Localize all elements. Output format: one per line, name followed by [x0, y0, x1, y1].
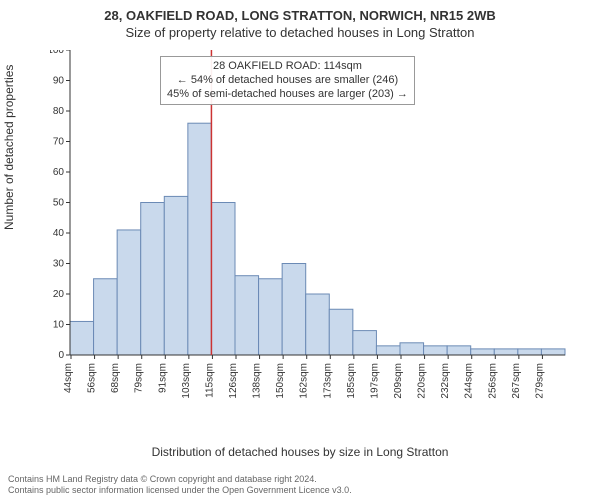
svg-text:79sqm: 79sqm [134, 363, 145, 393]
annotation-line1: 28 OAKFIELD ROAD: 114sqm [167, 60, 408, 74]
svg-text:20: 20 [53, 289, 65, 300]
svg-text:103sqm: 103sqm [181, 363, 192, 399]
svg-text:150sqm: 150sqm [275, 363, 286, 399]
svg-text:10: 10 [53, 320, 65, 331]
svg-text:138sqm: 138sqm [252, 363, 263, 399]
svg-text:162sqm: 162sqm [299, 363, 310, 399]
chart-container: 28, OAKFIELD ROAD, LONG STRATTON, NORWIC… [0, 0, 600, 500]
annotation-line2: ← 54% of detached houses are smaller (24… [167, 74, 408, 88]
footer-attribution: Contains HM Land Registry data © Crown c… [8, 474, 352, 496]
svg-text:185sqm: 185sqm [346, 363, 357, 399]
svg-text:173sqm: 173sqm [322, 363, 333, 399]
svg-text:232sqm: 232sqm [440, 363, 451, 399]
svg-text:40: 40 [53, 228, 65, 239]
svg-text:30: 30 [53, 259, 65, 270]
svg-text:244sqm: 244sqm [464, 363, 475, 399]
footer-line2: Contains public sector information licen… [8, 485, 352, 496]
footer-line1: Contains HM Land Registry data © Crown c… [8, 474, 352, 485]
annotation-box: 28 OAKFIELD ROAD: 114sqm ← 54% of detach… [160, 56, 415, 105]
svg-text:68sqm: 68sqm [110, 363, 121, 393]
svg-text:80: 80 [53, 106, 65, 117]
y-axis-label: Number of detached properties [2, 65, 16, 230]
svg-text:220sqm: 220sqm [417, 363, 428, 399]
svg-text:267sqm: 267sqm [511, 363, 522, 399]
svg-text:90: 90 [53, 76, 65, 87]
svg-text:279sqm: 279sqm [534, 363, 545, 399]
plot-area: 0 10 20 30 40 50 60 70 80 90 100 44sqm 56sqm 68sqm 79s… [50, 50, 570, 410]
svg-text:50: 50 [53, 198, 65, 209]
svg-text:70: 70 [53, 137, 65, 148]
svg-text:91sqm: 91sqm [157, 363, 168, 393]
svg-text:100: 100 [50, 50, 64, 56]
annotation-line3: 45% of semi-detached houses are larger (… [167, 88, 408, 102]
svg-text:256sqm: 256sqm [487, 363, 498, 399]
svg-text:197sqm: 197sqm [369, 363, 380, 399]
chart-title-address: 28, OAKFIELD ROAD, LONG STRATTON, NORWIC… [0, 0, 600, 23]
svg-text:126sqm: 126sqm [228, 363, 239, 399]
chart-subtitle: Size of property relative to detached ho… [0, 23, 600, 40]
svg-text:115sqm: 115sqm [204, 363, 215, 398]
x-axis-label: Distribution of detached houses by size … [0, 445, 600, 459]
svg-text:44sqm: 44sqm [63, 363, 74, 393]
svg-text:209sqm: 209sqm [393, 363, 404, 399]
svg-text:56sqm: 56sqm [87, 363, 98, 393]
svg-text:60: 60 [53, 167, 65, 178]
svg-text:0: 0 [58, 350, 64, 361]
